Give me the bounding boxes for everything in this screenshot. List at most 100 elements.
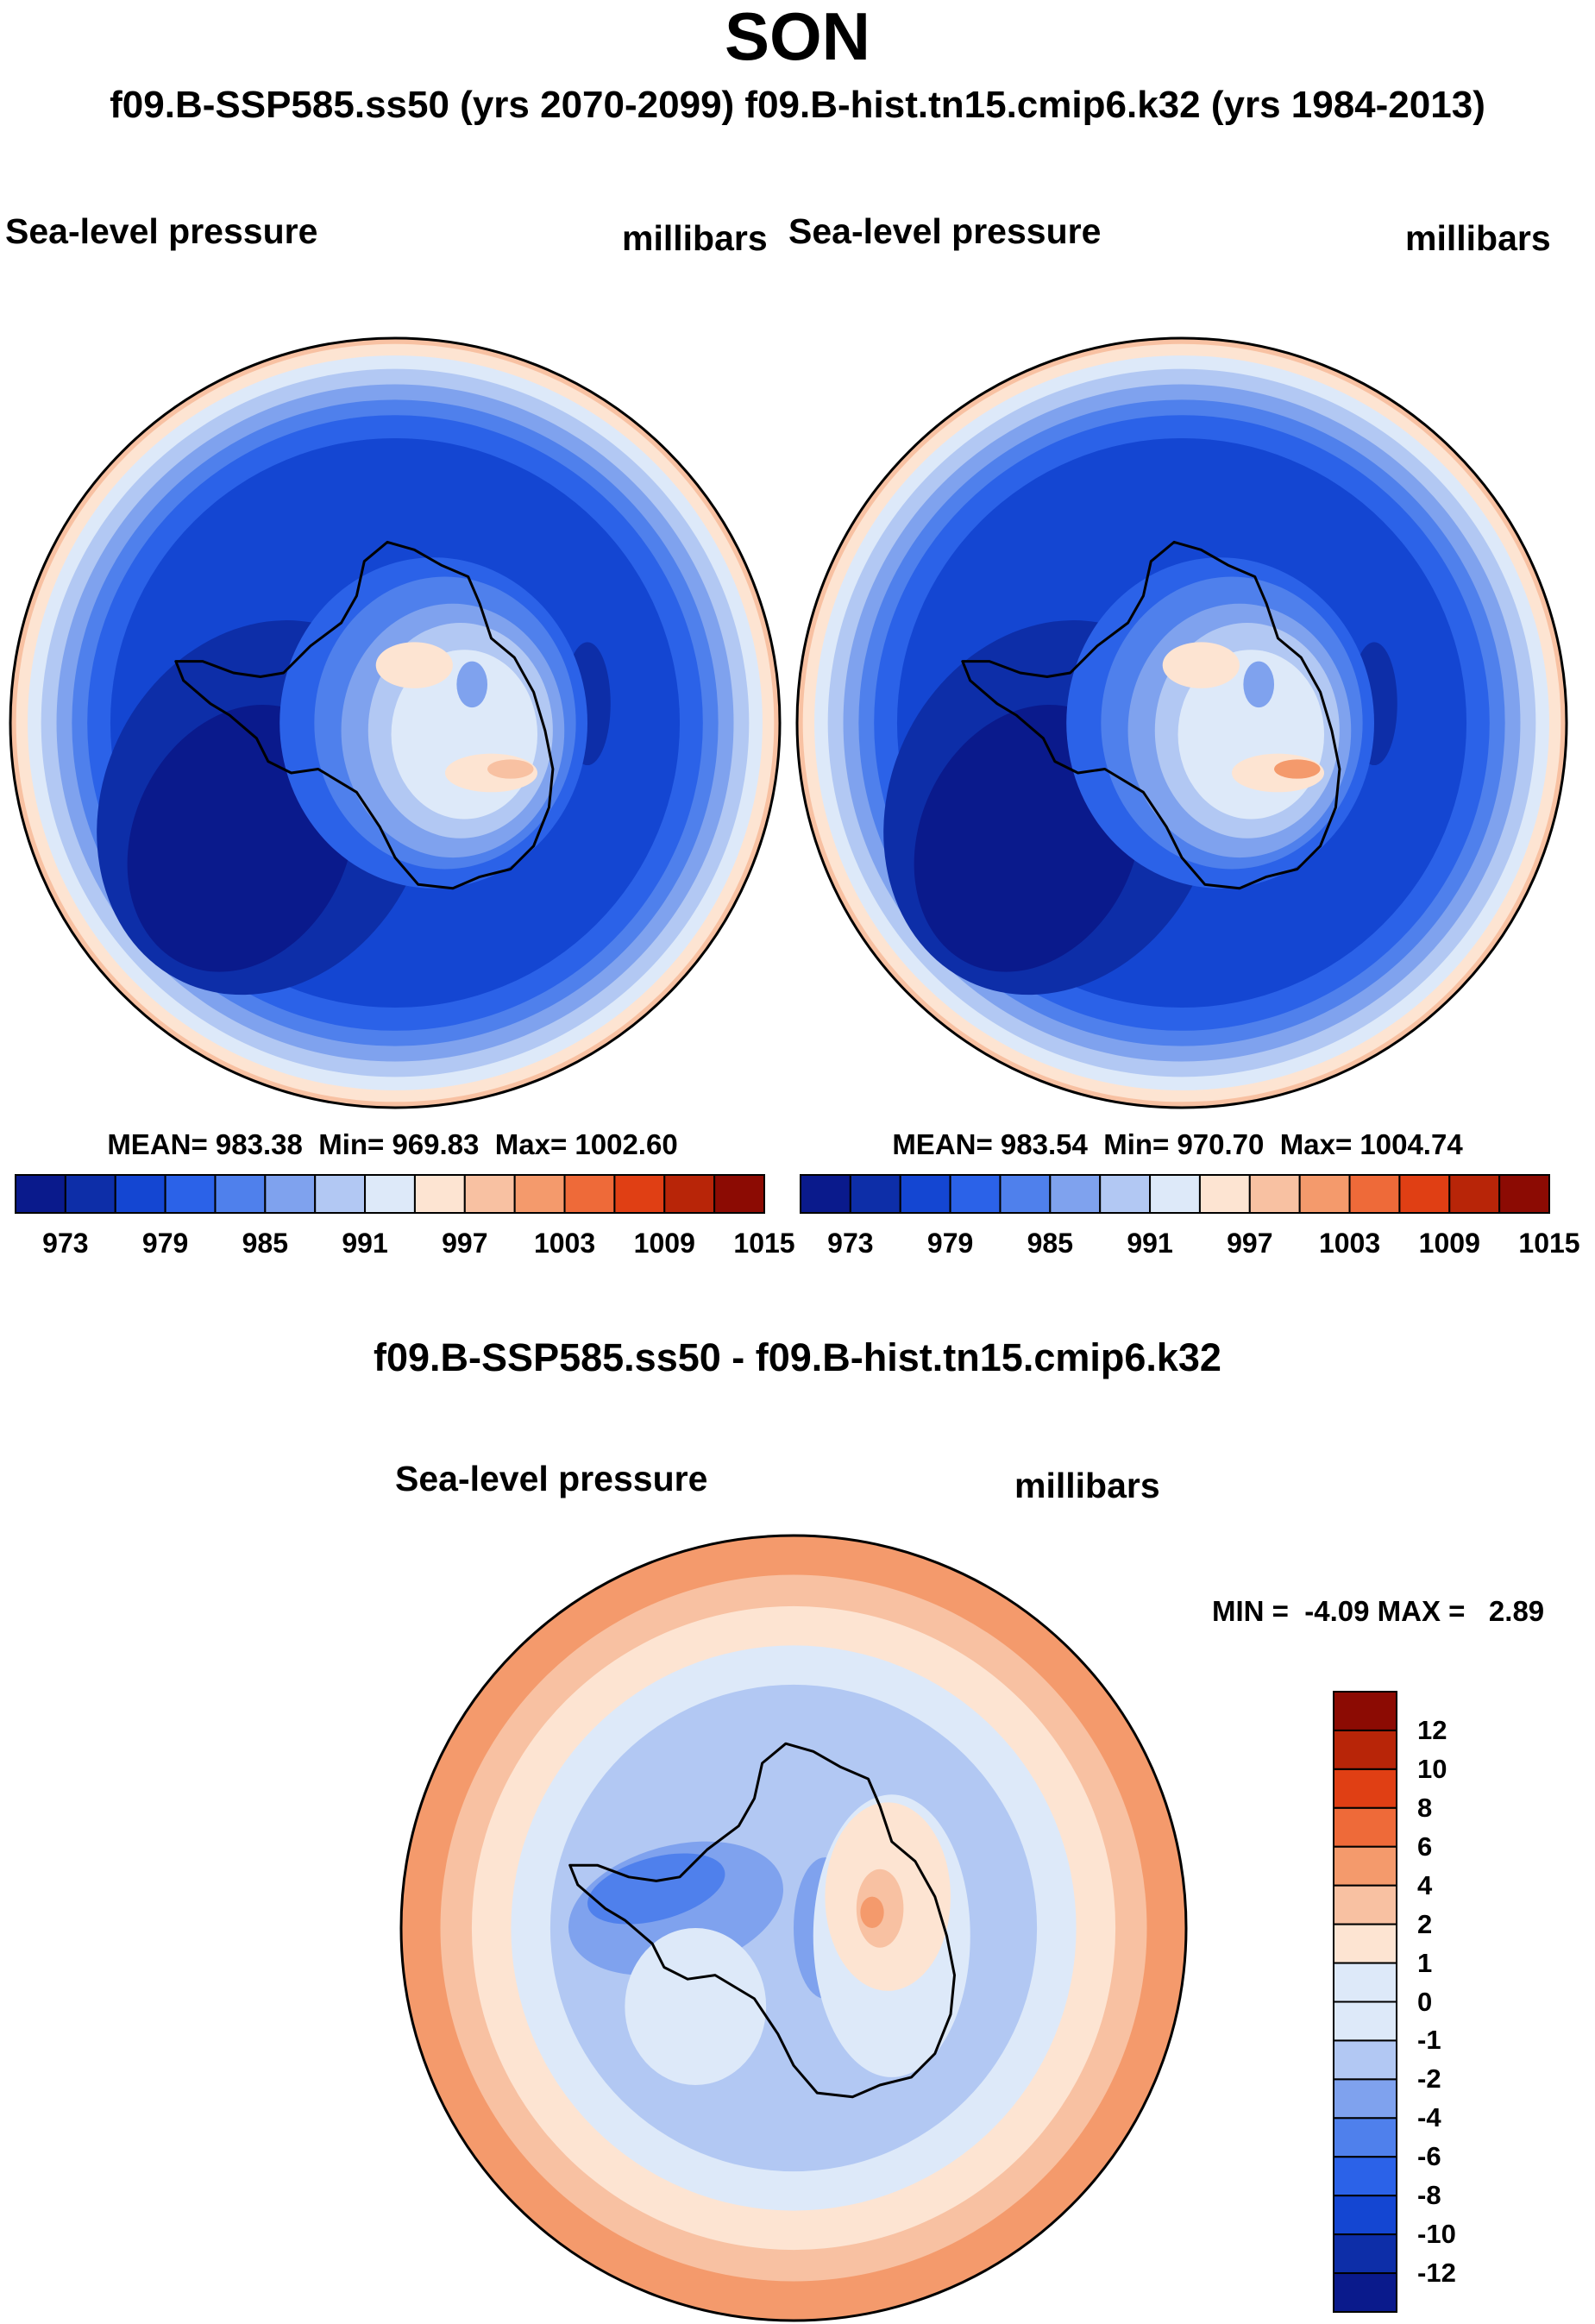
colorbar-tick-label: 6 xyxy=(1417,1831,1433,1862)
colorbar-box xyxy=(949,1174,1002,1214)
colorbar-box xyxy=(899,1174,951,1214)
colorbar-box xyxy=(1348,1174,1401,1214)
colorbar-box xyxy=(1333,1923,1397,1964)
main-title: SON xyxy=(724,0,871,74)
panel3-coastline xyxy=(568,1742,956,2099)
colorbar-tick-label: 997 xyxy=(1227,1228,1273,1259)
panel1-left-label: Sea-level pressure xyxy=(5,211,318,251)
colorbar-box xyxy=(1298,1174,1351,1214)
colorbar-box xyxy=(214,1174,267,1214)
panel2-colorbar xyxy=(800,1174,1550,1214)
panel1-map xyxy=(9,336,782,1109)
colorbar-box xyxy=(849,1174,901,1214)
colorbar-tick-label: 0 xyxy=(1417,1986,1433,2017)
colorbar-box xyxy=(164,1174,217,1214)
colorbar-tick-label: 991 xyxy=(1127,1228,1173,1259)
panel2-left-label: Sea-level pressure xyxy=(788,211,1102,251)
colorbar-box xyxy=(1333,1729,1397,1770)
colorbar-box xyxy=(1498,1174,1550,1214)
colorbar-box xyxy=(1333,1691,1397,1731)
colorbar-box xyxy=(15,1174,66,1214)
panel1-units-label: millibars xyxy=(622,218,768,258)
colorbar-box xyxy=(64,1174,116,1214)
colorbar-box xyxy=(1248,1174,1301,1214)
colorbar-tick-label: 2 xyxy=(1417,1908,1433,1939)
colorbar-tick-label: 973 xyxy=(42,1228,89,1259)
colorbar-tick-label: 979 xyxy=(141,1228,189,1259)
colorbar-tick-label: -1 xyxy=(1417,2025,1441,2056)
panel2-mean: MEAN= 983.54 xyxy=(892,1128,1088,1160)
panel3-map-border xyxy=(399,1534,1188,2322)
colorbar-tick-label: 8 xyxy=(1417,1792,1433,1823)
panel1-contour-band xyxy=(456,661,488,708)
panel1-max: Max= 1002.60 xyxy=(494,1128,678,1160)
panel2-units-label: millibars xyxy=(1405,218,1551,258)
panel3-map xyxy=(399,1534,1188,2322)
colorbar-box xyxy=(1333,1962,1397,2003)
colorbar-box xyxy=(1333,2117,1397,2158)
panel1-min: Min= 969.83 xyxy=(318,1128,480,1160)
panel2-contour-band xyxy=(1162,642,1240,688)
colorbar-box xyxy=(613,1174,666,1214)
colorbar-tick-label: -8 xyxy=(1417,2180,1441,2211)
colorbar-tick-label: -12 xyxy=(1417,2258,1456,2289)
colorbar-tick-label: 4 xyxy=(1417,1869,1433,1900)
panel3-colorbar xyxy=(1333,1691,1397,2313)
colorbar-box xyxy=(463,1174,516,1214)
colorbar-box xyxy=(314,1174,367,1214)
colorbar-box xyxy=(663,1174,716,1214)
colorbar-tick-label: 985 xyxy=(1027,1228,1074,1259)
colorbar-box xyxy=(563,1174,616,1214)
panel3-contour-band xyxy=(625,1928,767,2085)
colorbar-box xyxy=(1333,2272,1397,2313)
panel2-map-border xyxy=(795,336,1568,1109)
figure-subtitle: f09.B-SSP585.ss50 (yrs 2070-2099) f09.B-… xyxy=(110,84,1485,126)
colorbar-box xyxy=(1099,1174,1152,1214)
panel3-units-label: millibars xyxy=(1014,1466,1160,1505)
colorbar-box xyxy=(1333,1884,1397,1925)
panel1-mean: MEAN= 983.38 xyxy=(107,1128,303,1160)
colorbar-box xyxy=(1333,2078,1397,2120)
colorbar-box xyxy=(1333,1806,1397,1848)
panel3-contour-band xyxy=(860,1896,884,1928)
colorbar-tick-label: -10 xyxy=(1417,2219,1456,2250)
colorbar-tick-label: 1009 xyxy=(633,1228,695,1259)
colorbar-tick-label: 985 xyxy=(242,1228,289,1259)
panel1-contour-band xyxy=(487,759,534,779)
panel1-contour-band xyxy=(375,642,453,688)
colorbar-tick-label: 973 xyxy=(827,1228,874,1259)
panel2-map xyxy=(795,336,1568,1109)
panel2-max: Max= 1004.74 xyxy=(1279,1128,1463,1160)
colorbar-box xyxy=(1049,1174,1102,1214)
colorbar-tick-label: 997 xyxy=(442,1228,488,1259)
colorbar-tick-label: -2 xyxy=(1417,2063,1441,2095)
panel3-contour-band xyxy=(587,1853,725,1925)
panel1-colorbar xyxy=(15,1174,766,1214)
colorbar-box xyxy=(1333,2039,1397,2081)
colorbar-box xyxy=(713,1174,766,1214)
colorbar-box xyxy=(1333,1768,1397,1809)
colorbar-tick-label: 10 xyxy=(1417,1753,1447,1784)
colorbar-box xyxy=(413,1174,466,1214)
panel2-contour-band xyxy=(1274,759,1321,779)
colorbar-tick-label: 1015 xyxy=(733,1228,795,1259)
colorbar-tick-label: 12 xyxy=(1417,1714,1447,1745)
colorbar-box xyxy=(1333,1845,1397,1887)
colorbar-box xyxy=(264,1174,317,1214)
colorbar-tick-label: -6 xyxy=(1417,2141,1441,2172)
colorbar-tick-label: 1015 xyxy=(1518,1228,1580,1259)
colorbar-box xyxy=(1333,2195,1397,2236)
colorbar-box xyxy=(1149,1174,1201,1214)
colorbar-box xyxy=(114,1174,166,1214)
panel3-minmax: MIN = -4.09 MAX = 2.89 xyxy=(1212,1595,1545,1627)
panel3-left-label: Sea-level pressure xyxy=(395,1459,708,1498)
panel2-contour-band xyxy=(1243,661,1275,708)
panel2-stats: MEAN= 983.54 Min= 970.70 Max= 1004.74 xyxy=(785,1127,1570,1162)
colorbar-tick-label: 1003 xyxy=(1318,1228,1381,1259)
colorbar-box xyxy=(364,1174,416,1214)
colorbar-tick-label: 991 xyxy=(342,1228,388,1259)
panel1-stats: MEAN= 983.38 Min= 969.83 Max= 1002.60 xyxy=(0,1127,785,1162)
colorbar-tick-label: -4 xyxy=(1417,2102,1441,2133)
colorbar-tick-label: 979 xyxy=(926,1228,974,1259)
colorbar-box xyxy=(513,1174,566,1214)
